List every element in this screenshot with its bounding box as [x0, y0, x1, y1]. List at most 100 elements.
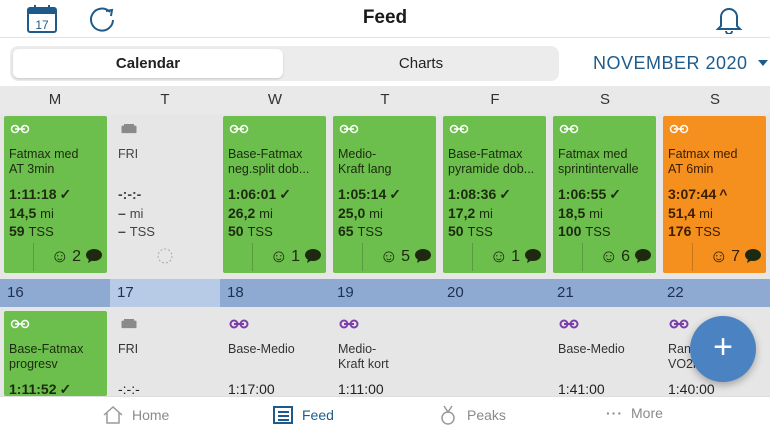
tab-calendar[interactable]: Calendar: [13, 49, 283, 78]
bike-icon: [669, 124, 689, 134]
date-cell[interactable]: 20: [447, 284, 464, 301]
workout-name-line1: Base-Fatmax: [228, 147, 303, 161]
comment-icon[interactable]: [414, 248, 432, 264]
tss-value: 50: [228, 223, 244, 239]
workout-name-line1: Fatmax med: [558, 147, 628, 161]
workout-distance: 17,2 mi: [448, 205, 493, 221]
bike-icon: [339, 124, 359, 134]
smiley-icon[interactable]: ☺: [269, 246, 288, 266]
tss-value: 176: [668, 223, 692, 239]
smiley-icon[interactable]: ☺: [599, 246, 618, 266]
weekday-label: T: [160, 91, 170, 108]
card-footer: ☺ 7: [663, 239, 766, 273]
distance-unit: mi: [699, 206, 713, 221]
tss-unit: TSS: [357, 224, 383, 239]
workout-card[interactable]: FRI -:-:- – mi – TSS: [113, 116, 216, 273]
distance-unit: mi: [40, 206, 54, 221]
date-cell[interactable]: 22: [667, 284, 684, 301]
distance-value: 26,2: [228, 205, 256, 221]
comment-count: 6: [621, 248, 630, 265]
workout-name-line1: FRI: [118, 342, 139, 356]
smiley-icon[interactable]: ☺: [379, 246, 398, 266]
workout-tss: 100 TSS: [558, 223, 611, 239]
comment-icon[interactable]: [744, 248, 762, 264]
rating-placeholder-icon[interactable]: [157, 248, 173, 264]
date-cell-today[interactable]: 17: [110, 279, 220, 307]
tss-unit: TSS: [28, 224, 54, 239]
smiley-icon[interactable]: ☺: [489, 246, 508, 266]
workout-card[interactable]: FRI -:-:-: [113, 311, 216, 397]
nav-feed-label: Feed: [302, 407, 334, 423]
refresh-icon[interactable]: [86, 4, 118, 34]
caret-down-icon: [757, 60, 768, 66]
add-workout-button[interactable]: +: [690, 316, 756, 382]
comment-icon[interactable]: [304, 248, 322, 264]
card-footer: ☺ 2: [4, 239, 107, 273]
tab-charts[interactable]: Charts: [398, 55, 444, 72]
nav-more[interactable]: ··· More: [606, 405, 663, 421]
tss-unit: TSS: [129, 224, 155, 239]
date-cell[interactable]: 16: [7, 284, 24, 301]
dots-icon: ···: [606, 405, 623, 421]
weekday-label: W: [267, 91, 283, 108]
workout-name: Fatmax med sprintintervalle: [558, 147, 656, 177]
divider: [692, 243, 693, 271]
nav-home[interactable]: Home: [102, 405, 169, 425]
workout-distance: 14,5 mi: [9, 205, 54, 221]
workout-duration: 1:06:01 ✓: [228, 186, 291, 203]
workout-name-line1: Base-Fatmax: [448, 147, 523, 161]
nav-feed[interactable]: Feed: [272, 405, 334, 425]
comment-icon[interactable]: [634, 248, 652, 264]
page-title: Feed: [362, 7, 408, 28]
duration-value: 1:11:52: [9, 381, 57, 397]
workout-name-line1: Base-Fatmax: [9, 342, 84, 356]
workout-duration: 1:41:00: [558, 381, 605, 397]
bell-icon[interactable]: [713, 4, 745, 35]
workout-tss: 59 TSS: [9, 223, 54, 239]
card-footer: ☺ 6: [553, 239, 656, 273]
workout-duration: 3:07:44 ^: [668, 186, 727, 202]
workout-card[interactable]: Medio- Kraft kort 1:11:00: [333, 311, 436, 397]
workout-card[interactable]: Medio- Kraft lang 1:05:14 ✓ 25,0 mi 65 TSS ☺ 5: [333, 116, 436, 273]
workout-card[interactable]: Base-Medio 1:17:00: [223, 311, 326, 397]
comment-icon[interactable]: [85, 248, 103, 264]
workout-name-line2: sprintintervalle: [558, 162, 639, 176]
comment-icon[interactable]: [524, 248, 542, 264]
workout-tss: 176 TSS: [668, 223, 721, 239]
workout-duration: 1:40:00: [668, 381, 715, 397]
distance-value: 17,2: [448, 205, 476, 221]
workout-card[interactable]: Fatmax med AT 3min 1:11:18 ✓ 14,5 mi 59 TSS ☺ 2: [4, 116, 107, 273]
workout-name-line2: Kraft lang: [338, 162, 392, 176]
calendar-icon[interactable]: 17: [26, 4, 58, 34]
rest-day-icon: [121, 319, 137, 329]
workout-duration: -:-:-: [118, 381, 140, 397]
workout-card[interactable]: Base-Medio 1:41:00: [553, 311, 656, 397]
workout-distance: 51,4 mi: [668, 205, 713, 221]
check-icon: ✓: [59, 381, 72, 397]
date-cell[interactable]: 19: [337, 284, 354, 301]
bike-icon: [10, 319, 30, 329]
workout-name-line1: Fatmax med: [668, 147, 738, 161]
workout-name-line1: Fatmax med: [9, 147, 79, 161]
workout-card[interactable]: Fatmax med sprintintervalle 1:06:55 ✓ 18,5 m…: [553, 116, 656, 273]
workout-card[interactable]: Base-Fatmax neg.split dob... 1:06:01 ✓ 26,2 …: [223, 116, 326, 273]
workout-card[interactable]: Fatmax med AT 6min 3:07:44 ^ 51,4 mi 176 TSS ☺…: [663, 116, 766, 273]
workout-name: Medio- Kraft lang: [338, 147, 436, 177]
workout-card[interactable]: Base-Fatmax pyramide dob... 1:08:36 ✓ 17,2 m…: [443, 116, 546, 273]
date-cell[interactable]: 18: [227, 284, 244, 301]
workout-name-line1: Medio-: [338, 342, 377, 356]
workout-name: Fatmax med AT 6min: [668, 147, 766, 177]
card-footer: ☺ 1: [223, 239, 326, 273]
divider: [582, 243, 583, 271]
tss-unit: TSS: [467, 224, 493, 239]
nav-peaks[interactable]: Peaks: [437, 405, 506, 425]
distance-unit: mi: [589, 206, 603, 221]
calendar-day: 17: [35, 18, 49, 32]
divider: [33, 243, 34, 271]
smiley-icon[interactable]: ☺: [709, 246, 728, 266]
rest-day-icon: [121, 124, 137, 134]
smiley-icon[interactable]: ☺: [50, 246, 69, 266]
date-cell[interactable]: 21: [557, 284, 574, 301]
workout-card[interactable]: Base-Fatmax progresv 1:11:52 ✓: [4, 311, 107, 397]
month-selector[interactable]: NOVEMBER 2020: [593, 53, 768, 74]
